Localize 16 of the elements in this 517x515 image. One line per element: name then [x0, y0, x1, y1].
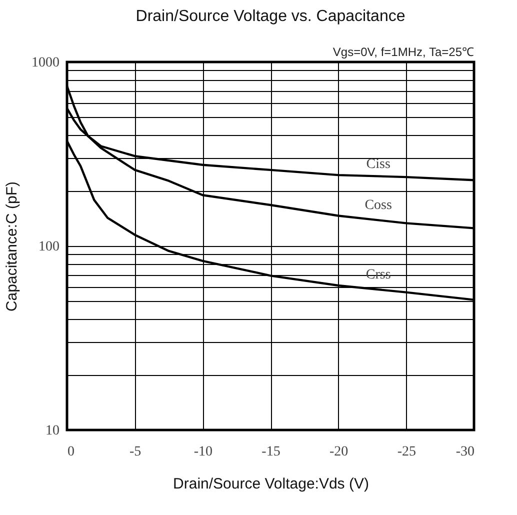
- y-tick-label: 10: [46, 424, 60, 438]
- x-tick-label: -10: [194, 444, 213, 460]
- x-tick-label: -5: [129, 444, 142, 460]
- x-axis-title: Drain/Source Voltage:Vds (V): [173, 476, 369, 492]
- x-tick-label: -20: [329, 444, 348, 460]
- x-tick-label: 0: [68, 444, 74, 460]
- series-label: Coss: [364, 198, 392, 213]
- x-tick-label: -25: [397, 444, 416, 460]
- chart-title: Drain/Source Voltage vs. Capacitance: [136, 8, 406, 25]
- text: Vgs=0V, f=1MHz, Ta=25℃: [332, 45, 474, 59]
- y-tick-label: 1000: [32, 56, 60, 70]
- x-tick-label: -30: [456, 444, 474, 460]
- series-label: Ciss: [366, 157, 390, 172]
- x-tick-label: -15: [262, 444, 280, 460]
- y-axis-title: Capacitance:C (pF): [4, 181, 20, 312]
- y-tick-label: 100: [38, 240, 60, 254]
